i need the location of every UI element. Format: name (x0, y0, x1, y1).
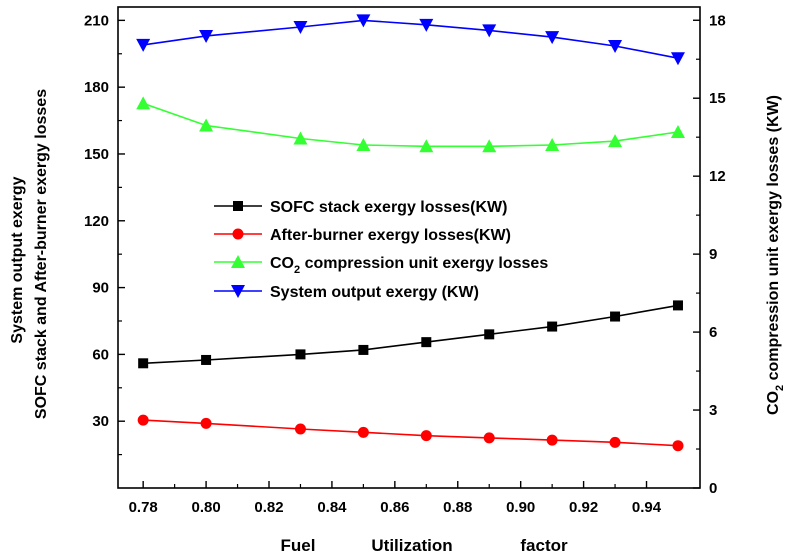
data-point-triangle-up (482, 139, 497, 153)
data-point-circle (420, 430, 432, 442)
y-left-tick-label: 120 (84, 213, 109, 230)
x-tick-label: 0.92 (569, 499, 598, 516)
data-point-square (138, 358, 149, 369)
y-right-tick-label: 18 (709, 12, 726, 29)
legend-label-system: System output exergy (KW) (270, 284, 479, 301)
series-1 (137, 414, 684, 452)
legend-label-co2: CO2 compression unit exergy losses (270, 255, 548, 276)
data-point-square (547, 321, 558, 332)
data-point-circle (483, 432, 495, 444)
legend-label-co2-pre: CO (270, 255, 294, 272)
x-title-word-2: Utilization (371, 536, 452, 555)
series-2 (136, 96, 685, 153)
data-point-triangle-up (545, 137, 560, 151)
data-point-triangle-up (419, 139, 434, 153)
data-point-triangle-up (136, 96, 151, 110)
y-left-tick-label: 90 (92, 280, 109, 297)
plot-area (117, 6, 701, 489)
y-left-title-line1: System output exergy (9, 176, 26, 343)
data-point-triangle-down (482, 24, 497, 38)
y-right-tick-label: 15 (709, 90, 726, 107)
data-point-triangle-up (356, 137, 371, 151)
data-point-triangle-down (545, 31, 560, 45)
data-point-triangle-down (608, 39, 623, 53)
data-point-circle (137, 414, 149, 426)
data-point-circle (672, 440, 684, 452)
ticks-layer: 0.78 0.80 0.82 0.84 0.86 0.88 0.90 0.92 0.943060… (84, 12, 726, 516)
x-tick-label: 0.86 (380, 499, 409, 516)
legend: SOFC stack exergy losses(KW) After-burne… (214, 199, 548, 301)
legend-item-afterburner: After-burner exergy losses(KW) (214, 227, 511, 244)
x-tick-label: 0.80 (191, 499, 220, 516)
y-left-tick-label: 210 (84, 12, 109, 29)
data-point-triangle-down (293, 21, 308, 35)
legend-label-afterburner: After-burner exergy losses(KW) (270, 227, 511, 244)
y-right-title-pre: CO (765, 391, 782, 415)
data-point-triangle-down (356, 14, 371, 28)
legend-item-sofc: SOFC stack exergy losses(KW) (214, 199, 507, 216)
legend-label-co2-sub: 2 (294, 264, 300, 276)
data-point-triangle-down (136, 38, 151, 52)
data-point-circle (294, 423, 306, 435)
series-3 (136, 14, 685, 66)
y-right-title: CO2 compression unit exergy losses (KW) (765, 95, 786, 415)
data-point-circle (546, 434, 558, 446)
x-title-word-3: factor (520, 536, 568, 555)
y-right-tick-label: 12 (709, 168, 726, 185)
y-left-tick-label: 60 (92, 346, 109, 363)
legend-item-system: System output exergy (KW) (214, 284, 479, 301)
x-tick-label: 0.84 (317, 499, 347, 516)
y-left-title-line2: SOFC stack and After-burner exergy losse… (33, 89, 50, 419)
data-point-triangle-up (670, 124, 685, 138)
legend-item-co2: CO2 compression unit exergy losses (214, 255, 548, 276)
data-point-square (672, 300, 683, 311)
legend-label-sofc: SOFC stack exergy losses(KW) (270, 199, 507, 216)
data-point-circle (200, 417, 212, 429)
x-tick-label: 0.90 (506, 499, 535, 516)
x-title-word-1: Fuel (281, 536, 316, 555)
data-point-triangle-up (199, 118, 214, 132)
data-point-square (358, 344, 369, 355)
x-tick-label: 0.94 (632, 499, 662, 516)
y-left-tick-label: 30 (92, 413, 109, 430)
data-point-triangle-up (608, 134, 623, 148)
x-tick-label: 0.88 (443, 499, 472, 516)
y-right-tick-label: 3 (709, 402, 717, 419)
y-right-title-sub: 2 (774, 385, 786, 391)
data-point-circle (609, 436, 621, 448)
data-point-triangle-down (419, 18, 434, 32)
y-right-tick-label: 6 (709, 324, 717, 341)
y-right-tick-label: 9 (709, 246, 717, 263)
data-point-square (421, 337, 432, 348)
series-0 (138, 300, 683, 369)
series-layer (136, 14, 685, 452)
y-right-tick-label: 0 (709, 480, 717, 497)
x-tick-label: 0.82 (254, 499, 283, 516)
data-point-circle (357, 426, 369, 438)
data-point-square (201, 354, 212, 365)
data-point-triangle-down (199, 29, 214, 43)
y-right-title-post: compression unit exergy losses (KW) (765, 95, 782, 385)
y-left-tick-label: 150 (84, 146, 109, 163)
data-point-square (610, 311, 621, 322)
x-tick-label: 0.78 (129, 499, 158, 516)
y-left-tick-label: 180 (84, 79, 109, 96)
data-point-triangle-up (293, 131, 308, 145)
data-point-square (295, 349, 306, 360)
data-point-square (484, 329, 495, 340)
legend-label-co2-post: compression unit exergy losses (300, 255, 548, 272)
data-point-triangle-down (670, 52, 685, 66)
